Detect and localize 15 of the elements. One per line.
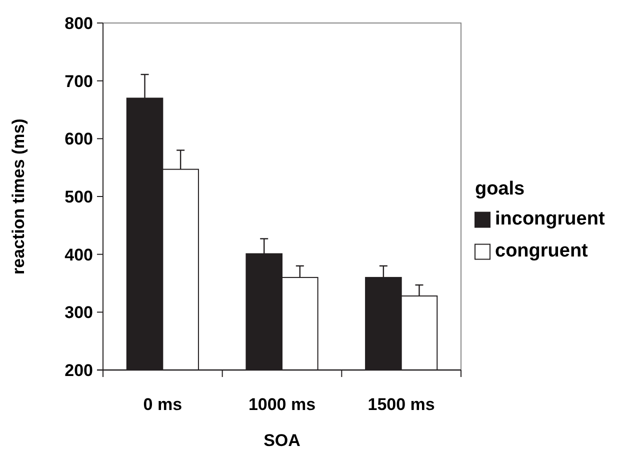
x-axis-title: SOA xyxy=(264,431,300,450)
y-tick-label: 400 xyxy=(64,245,93,264)
y-tick-label: 600 xyxy=(64,130,93,149)
legend-title: goals xyxy=(475,178,525,200)
y-tick-label: 200 xyxy=(64,360,93,380)
y-tick-label: 300 xyxy=(64,303,93,322)
y-axis-title: reaction times (ms) xyxy=(9,118,28,274)
legend-label: congruent xyxy=(495,240,589,262)
x-tick-label: 0 ms xyxy=(143,395,182,414)
legend-label: incongruent xyxy=(495,208,606,230)
y-tick-label: 800 xyxy=(64,14,93,33)
y-tick-label: 500 xyxy=(64,187,93,206)
x-tick-label: 1000 ms xyxy=(248,395,316,414)
y-tick-label: 700 xyxy=(64,72,93,91)
x-tick-label: 1500 ms xyxy=(368,395,435,414)
